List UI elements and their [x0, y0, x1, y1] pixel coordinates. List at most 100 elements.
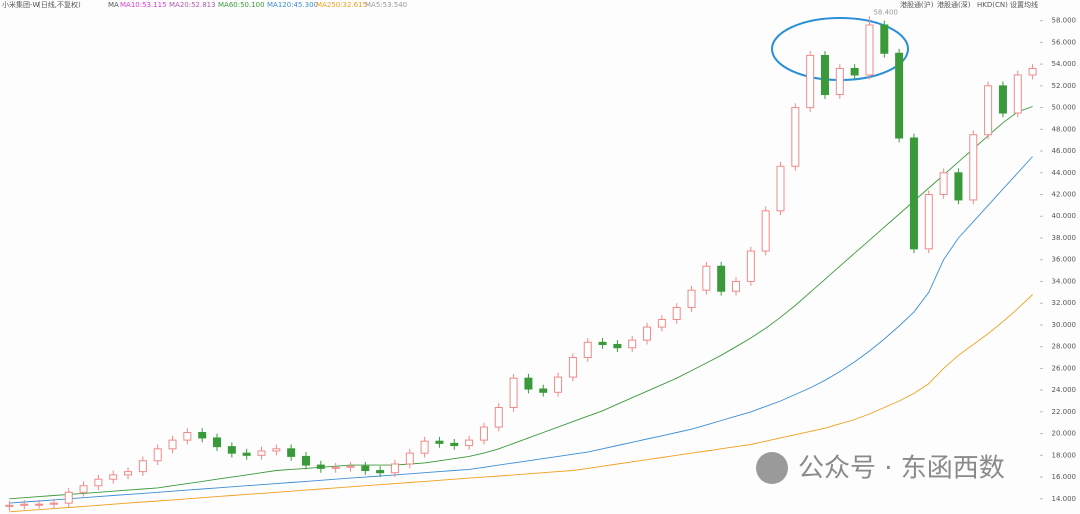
y-tick-label: 18.000	[1052, 451, 1077, 459]
candle-body	[242, 452, 251, 456]
watermark-text: 公众号 · 东函西数	[798, 454, 1005, 484]
ma-label: MA	[108, 1, 119, 9]
candle-body	[746, 250, 755, 282]
candle-body	[895, 52, 904, 139]
candle-body	[702, 265, 711, 291]
mode: (日线,不复权)	[38, 0, 81, 9]
candle-body	[998, 85, 1007, 114]
y-tick-label: 14.000	[1052, 495, 1077, 503]
y-tick-label: 30.000	[1052, 321, 1077, 329]
candle-body	[568, 357, 577, 378]
y-tick-label: 28.000	[1052, 343, 1077, 351]
toolbar-item[interactable]: 港股通(沪)	[900, 0, 934, 9]
candle-body	[984, 85, 993, 136]
stock-name: 小米集团-W	[2, 0, 40, 9]
candle-body	[865, 24, 874, 76]
candle-body	[287, 448, 296, 457]
candle-body	[479, 426, 488, 441]
candle-body	[316, 464, 325, 469]
y-tick-label: 38.000	[1052, 234, 1077, 242]
candle-body	[554, 376, 563, 393]
y-tick-label: 24.000	[1052, 386, 1077, 394]
y-tick-label: 34.000	[1052, 277, 1077, 285]
toolbar-item[interactable]: 港股通(深)	[937, 0, 971, 9]
candle-body	[183, 431, 192, 441]
y-tick-label: 56.000	[1052, 38, 1077, 46]
candle-body	[1013, 74, 1022, 114]
toolbar-item[interactable]: 设置均线	[1010, 0, 1038, 9]
y-tick-label: 44.000	[1052, 169, 1077, 177]
candle-body	[791, 107, 800, 167]
candle-body	[806, 54, 815, 109]
candle-body	[109, 474, 118, 480]
y-tick-label: 32.000	[1052, 299, 1077, 307]
candle-body	[657, 318, 666, 328]
ma-line	[9, 106, 1033, 500]
candle-body	[361, 465, 370, 472]
candle-body	[213, 437, 222, 448]
ma-item: MA10:53.115	[120, 1, 167, 9]
candle-body	[5, 504, 14, 507]
candle-body	[390, 463, 399, 474]
candle-body	[450, 442, 459, 447]
candle-body	[465, 439, 474, 447]
candle-body	[153, 448, 162, 462]
y-tick-label: 22.000	[1052, 408, 1077, 416]
candle-body	[79, 485, 88, 493]
candle-body	[850, 67, 859, 76]
candle-body	[405, 452, 414, 465]
y-tick-label: 48.000	[1052, 125, 1077, 133]
candle-body	[598, 341, 607, 345]
candle-body	[687, 289, 696, 309]
candle-body	[35, 503, 44, 506]
candle-body	[257, 450, 266, 456]
candle-body	[954, 172, 963, 201]
candle-body	[672, 307, 681, 320]
y-tick-label: 50.000	[1052, 104, 1077, 112]
candle-body	[420, 440, 429, 454]
candle-body	[539, 388, 548, 393]
candle-body	[227, 446, 236, 454]
candle-body	[613, 343, 622, 349]
toolbar-item[interactable]: HKD(CN)	[977, 1, 1008, 9]
y-tick-label: 54.000	[1052, 60, 1077, 68]
candle-body	[198, 431, 207, 439]
y-tick-label: 26.000	[1052, 364, 1077, 372]
candle-body	[969, 134, 978, 201]
candle-body	[880, 24, 889, 54]
y-tick-label: 46.000	[1052, 147, 1077, 155]
ma-item: MA250:32.615	[316, 1, 367, 9]
candle-body	[509, 377, 518, 409]
candle-body	[761, 210, 770, 252]
candle-body	[717, 265, 726, 292]
candle-body	[376, 470, 385, 474]
candle-body	[776, 165, 785, 212]
candle-body	[301, 455, 310, 466]
y-tick-label: 16.000	[1052, 473, 1077, 481]
candle-body	[583, 341, 592, 359]
candle-body	[909, 137, 918, 250]
y-tick-label: 20.000	[1052, 430, 1077, 438]
candle-body	[628, 339, 637, 349]
candle-body	[49, 502, 58, 505]
candle-body	[346, 465, 355, 468]
ma-item: MA60:50.100	[218, 1, 265, 9]
candle-body	[835, 67, 844, 96]
candle-body	[924, 194, 933, 250]
candle-body	[1028, 67, 1037, 76]
candle-body	[732, 280, 741, 292]
candle-body	[524, 377, 533, 390]
y-tick-label: 36.000	[1052, 256, 1077, 264]
candle-body	[124, 471, 133, 476]
y-tick-label: 58.000	[1052, 17, 1077, 25]
y-tick-label: 42.000	[1052, 191, 1077, 199]
ma-item: MA120:45.300	[267, 1, 318, 9]
candle-body	[494, 407, 503, 428]
candle-body	[138, 460, 147, 473]
candle-body	[331, 466, 340, 469]
ma-line	[9, 156, 1033, 504]
max-label: 58.400	[873, 8, 898, 16]
candle-body	[272, 448, 281, 452]
ma-item: MA20:52.813	[169, 1, 216, 9]
